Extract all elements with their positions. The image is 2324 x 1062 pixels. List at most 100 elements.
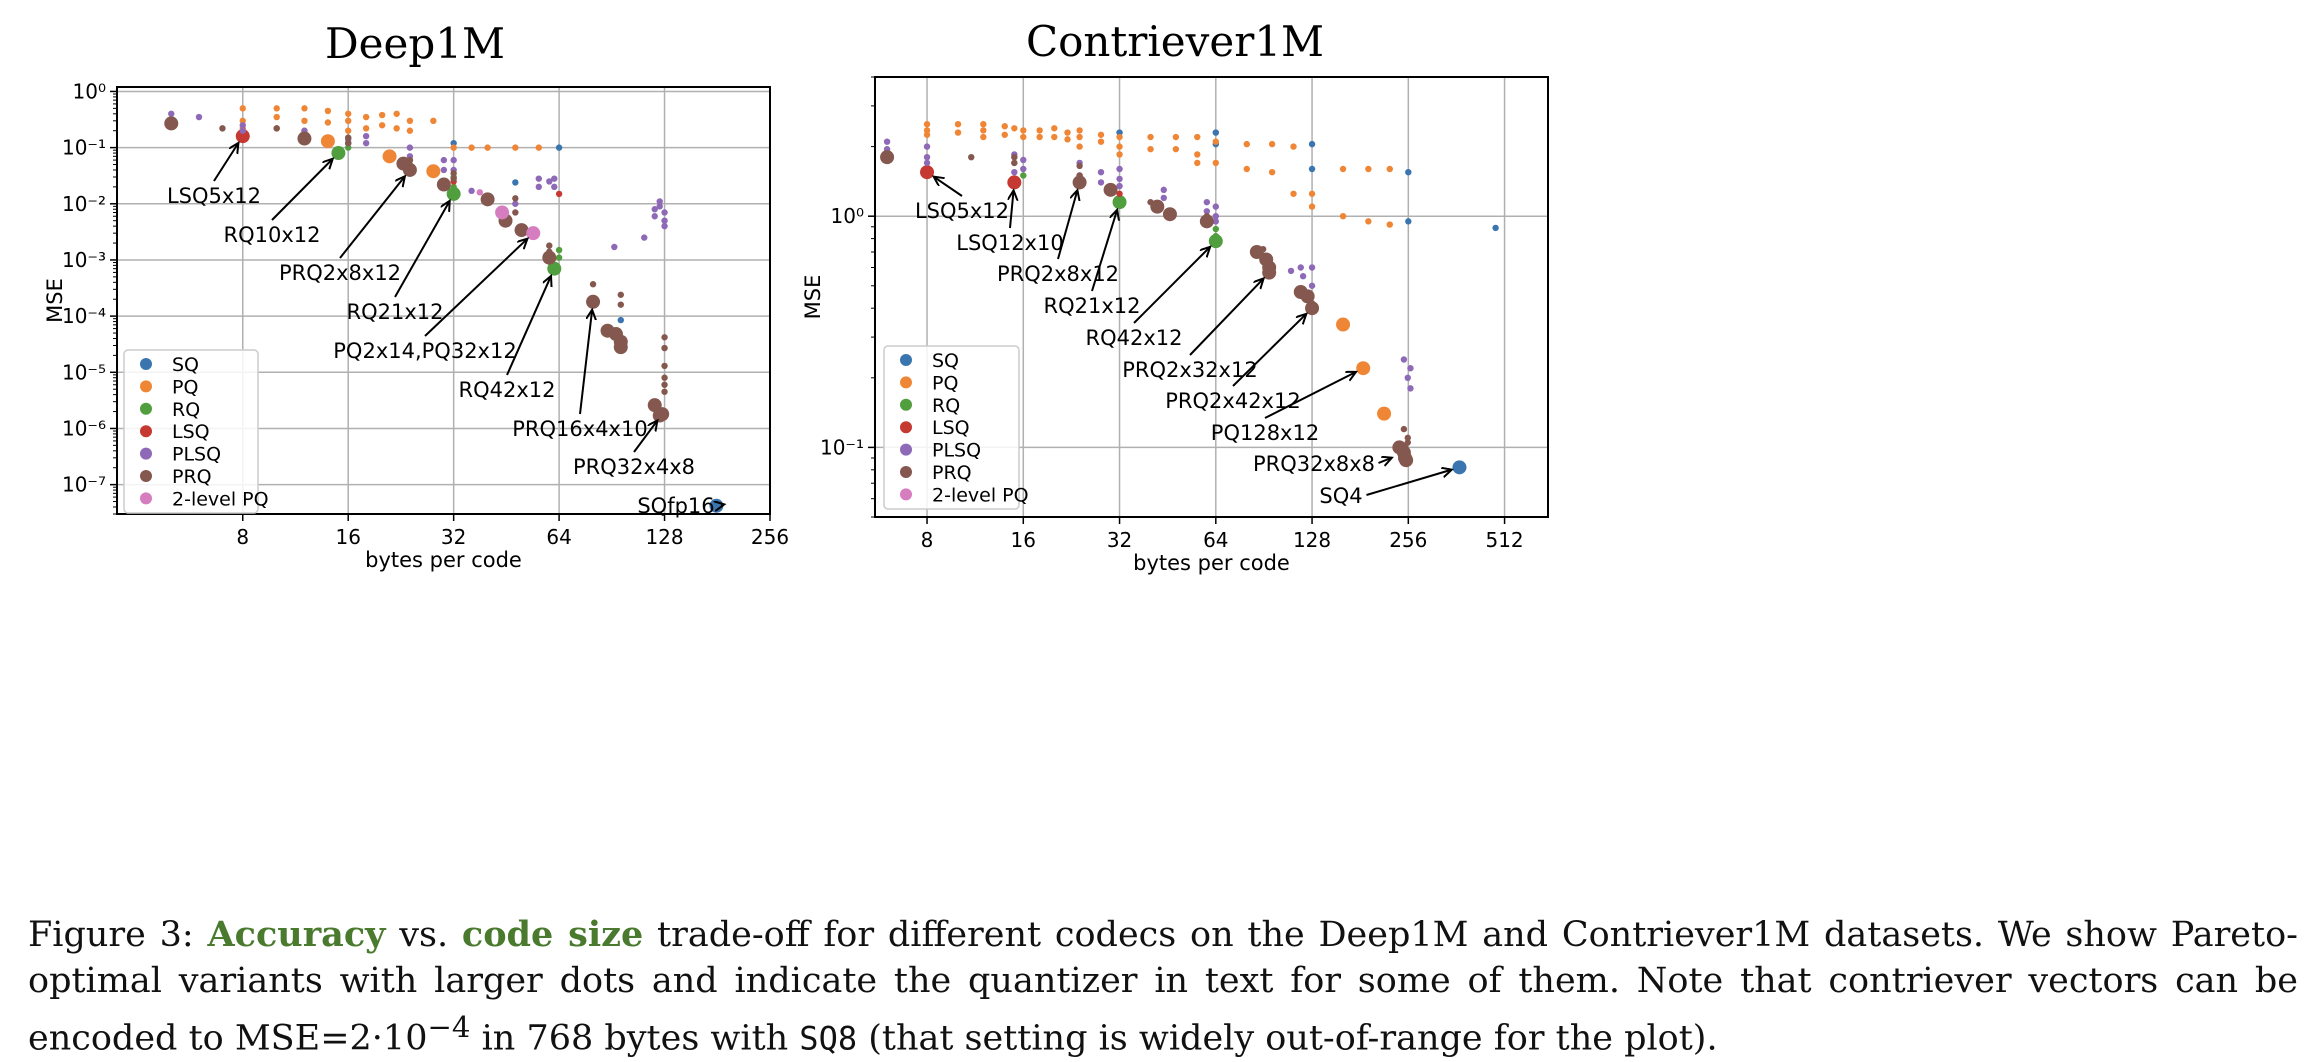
annotation-label: LSQ12x10 <box>956 231 1063 255</box>
x-tick-label: 128 <box>645 525 683 549</box>
pareto-point <box>1305 301 1320 316</box>
data-point <box>273 113 280 121</box>
data-point <box>980 133 987 141</box>
caption-prefix: Figure 3: <box>28 915 208 955</box>
data-point <box>239 105 246 112</box>
legend-label: RQ <box>172 399 200 421</box>
data-point <box>617 301 624 308</box>
annotation-label: PQ2x14,PQ32x12 <box>333 339 516 363</box>
data-point <box>555 246 563 254</box>
pareto-point <box>331 146 346 161</box>
data-point <box>1203 198 1211 206</box>
data-point <box>1020 156 1027 164</box>
pareto-point <box>1356 361 1371 376</box>
figure: 8 16 32 64 128 256 10⁻⁷ 10⁻⁶ 10⁻⁵ 10⁻⁴ 10⁻³ 10⁻² 10⁻… <box>43 17 1549 575</box>
data-point <box>362 125 370 132</box>
legend-label: SQ <box>172 354 199 376</box>
data-point <box>406 127 414 134</box>
y-tick-label: 10⁻⁴ <box>62 304 106 328</box>
pareto-point <box>920 165 935 180</box>
legend-marker <box>140 358 152 370</box>
pareto-point <box>1249 245 1264 260</box>
annotation-arrow <box>579 310 592 415</box>
data-point <box>362 139 370 147</box>
data-point <box>1212 138 1220 145</box>
data-point <box>440 166 448 174</box>
pareto-point <box>1072 175 1087 190</box>
data-point <box>1194 151 1201 158</box>
annotation-arrow <box>1091 210 1117 292</box>
data-point <box>1116 190 1123 197</box>
pareto-point <box>480 192 495 207</box>
data-point <box>450 139 457 147</box>
data-point <box>1308 282 1316 289</box>
data-point <box>661 222 668 230</box>
pareto-point <box>1300 289 1315 304</box>
annotation-arrow <box>1057 190 1077 260</box>
data-point <box>1036 133 1043 141</box>
annotation-label: LSQ5x12 <box>915 199 1009 223</box>
pareto-point <box>1162 207 1177 222</box>
legend-box <box>883 345 1020 510</box>
legend-label: PLSQ <box>932 440 981 462</box>
x-tick-label: 64 <box>1203 528 1228 552</box>
data-point <box>1116 165 1123 173</box>
data-point <box>1036 127 1043 134</box>
data-point <box>923 143 931 150</box>
data-point <box>1020 133 1027 141</box>
data-point <box>1212 129 1220 136</box>
plot-frame <box>116 86 771 515</box>
data-point <box>484 144 491 151</box>
data-point <box>345 144 352 151</box>
legend-label: PQ <box>932 372 958 394</box>
annotation-label: LSQ5x12 <box>167 184 261 208</box>
x-axis-label: bytes per code <box>1133 551 1290 575</box>
legend-marker <box>900 354 912 366</box>
data-point <box>555 254 563 261</box>
y-tick-label: 10⁻³ <box>62 248 106 272</box>
x-tick-label: 8 <box>921 528 934 552</box>
legend-marker <box>140 402 152 415</box>
data-point <box>1268 140 1276 148</box>
annotation-label: PRQ2x8x12 <box>997 262 1119 286</box>
data-point <box>1308 190 1316 197</box>
data-point <box>450 170 457 177</box>
data-point <box>1290 190 1297 197</box>
data-point <box>1116 182 1123 190</box>
data-point <box>611 243 618 251</box>
data-point <box>1064 129 1071 136</box>
legend-label: PQ <box>172 376 198 398</box>
data-point <box>345 127 352 134</box>
data-point <box>661 217 668 224</box>
pareto-point <box>164 116 179 131</box>
data-point <box>1116 151 1123 158</box>
y-tick-label: 10⁰ <box>73 79 106 103</box>
data-point <box>1297 264 1304 271</box>
data-point <box>1308 165 1316 173</box>
data-point <box>1097 168 1105 176</box>
annotation-arrow <box>934 177 963 197</box>
legend-marker <box>140 492 152 505</box>
annotation-label: PRQ2x32x12 <box>1122 358 1257 382</box>
pareto-point <box>320 134 335 149</box>
data-point <box>450 144 457 151</box>
legend-marker <box>900 488 912 501</box>
chart-title: Contriever1M <box>1026 17 1324 66</box>
data-point <box>378 122 386 129</box>
pareto-point <box>436 177 451 192</box>
chart-1: 8 16 32 64 128 256 512 10⁻¹ 10⁰ Contriever1M bytes… <box>801 17 1549 575</box>
data-point <box>393 110 400 117</box>
data-point <box>345 134 352 141</box>
data-point <box>1051 133 1058 141</box>
data-point <box>168 110 175 117</box>
data-point <box>1011 125 1018 132</box>
legend-marker <box>900 398 912 411</box>
data-point <box>239 127 246 134</box>
data-point <box>555 190 563 198</box>
y-tick-label: 10⁻⁷ <box>62 473 106 497</box>
pareto-point <box>547 261 562 276</box>
data-point <box>476 189 484 196</box>
pareto-point <box>1150 199 1165 214</box>
data-point <box>468 144 475 151</box>
data-point <box>1160 194 1167 202</box>
